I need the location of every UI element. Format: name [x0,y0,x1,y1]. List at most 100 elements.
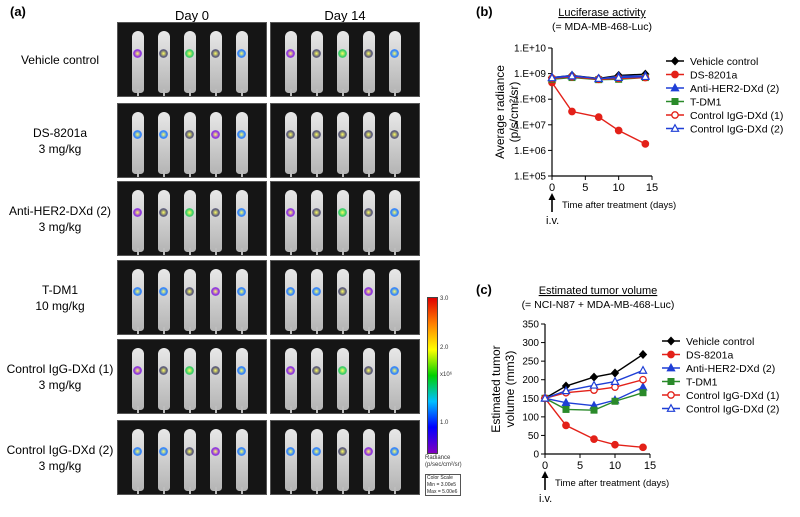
legend-item-0: Vehicle control [666,56,758,68]
mouse-tail [290,487,292,494]
mouse [158,348,170,410]
luminescence-spot [237,49,246,58]
mouse [337,348,349,410]
data-point [568,107,576,116]
legend-item-4: Control IgG-DXd (1) [666,110,783,122]
mouse-tail [342,327,344,334]
day-header-0: Day 0 [175,8,209,23]
imaging-panel-0-day0 [117,22,267,97]
group-label-2: Anti-HER2-DXd (2) 3 mg/kg [5,203,115,235]
group-name: Vehicle control [20,53,100,67]
data-point [561,385,571,395]
mouse [311,429,323,491]
y-tick-label: 1.E+08 [514,95,546,106]
data-point [639,389,647,397]
data-point [589,372,599,382]
legend-item-3: T-DM1 [662,376,718,388]
series-5 [547,71,650,82]
mouse [236,269,248,331]
luminescence-spot [338,130,347,139]
mouse [389,190,401,252]
mouse-tail [137,406,139,413]
legend-item-1: DS-8201a [666,69,737,81]
luminescence-spot [211,49,220,58]
luminescence-spot [364,447,373,456]
legend-item-1: DS-8201a [662,349,733,361]
mouse-tail [342,248,344,255]
tumor-volume-chart: (c) Estimated tumor volume (= NCI-N87 + MD… [476,282,779,505]
mouse-tail [215,170,217,177]
mouse [363,429,375,491]
imaging-panel-0-day14 [270,22,420,97]
mouse [184,348,196,410]
luminescence-spot [159,130,168,139]
luminescence-spot [185,366,194,375]
luminescence-spot [390,130,399,139]
mouse [132,429,144,491]
luminescence-spot [390,447,399,456]
mouse [389,269,401,331]
mouse [311,112,323,174]
legend-item-2: Anti-HER2-DXd (2) [666,83,779,95]
mouse-tail [215,327,217,334]
mouse-tail [163,327,165,334]
mouse [132,269,144,331]
mouse-tail [189,327,191,334]
luminescence-spot [338,366,347,375]
mouse-tail [163,406,165,413]
mouse-tail [290,327,292,334]
mouse [236,348,248,410]
luminescence-spot [390,208,399,217]
x-axis-label: Time after treatment (days) [562,200,676,211]
mouse-tail [290,406,292,413]
luminescence-spot [211,130,220,139]
mouse-tail [316,327,318,334]
legend-item-0: Vehicle control [662,336,754,348]
luminescence-spot [211,287,220,296]
legend-label: T-DM1 [686,376,718,388]
mouse-tail [394,248,396,255]
data-point [614,126,623,135]
legend-label: Control IgG-DXd (1) [686,390,779,402]
mouse [363,112,375,174]
luminescence-spot [286,447,295,456]
data-point [610,376,620,385]
luminescence-spot [237,208,246,217]
mouse-tail [163,487,165,494]
mouse [311,269,323,331]
data-point [638,349,648,359]
mouse-tail [316,248,318,255]
y-tick-label: 150 [522,394,539,405]
iv-annotation: i.v. [546,215,559,227]
data-point [667,378,675,385]
mouse [210,429,222,491]
series-line [551,82,646,145]
luminescence-spot [237,447,246,456]
mouse-tail [189,406,191,413]
legend-item-3: T-DM1 [666,96,722,108]
mouse [132,31,144,93]
mouse [389,348,401,410]
luminescence-spot [312,130,321,139]
color-scale-box: Color Scale Min = 3.00e5 Max = 5.00e6 [425,474,461,496]
legend-label: Anti-HER2-DXd (2) [690,83,779,95]
luminescence-spot [390,287,399,296]
y-tick-label: 0 [533,450,539,461]
chart-subtitle: (= NCI-N87 + MDA-MB-468-Luc) [522,299,675,311]
mouse [311,31,323,93]
luminescence-spot [237,366,246,375]
group-name: DS-8201a [32,126,88,140]
mouse [337,112,349,174]
mouse [389,31,401,93]
x-tick-label: 15 [644,460,656,472]
luminescence-spot [211,447,220,456]
mouse-tail [394,406,396,413]
legend-label: DS-8201a [690,69,737,81]
luminescence-spot [338,208,347,217]
x-tick-label: 5 [582,182,588,194]
legend-label: Vehicle control [686,336,754,348]
x-tick-label: 15 [646,182,658,194]
data-point [561,397,571,407]
data-point [667,391,675,399]
mouse-tail [368,89,370,96]
